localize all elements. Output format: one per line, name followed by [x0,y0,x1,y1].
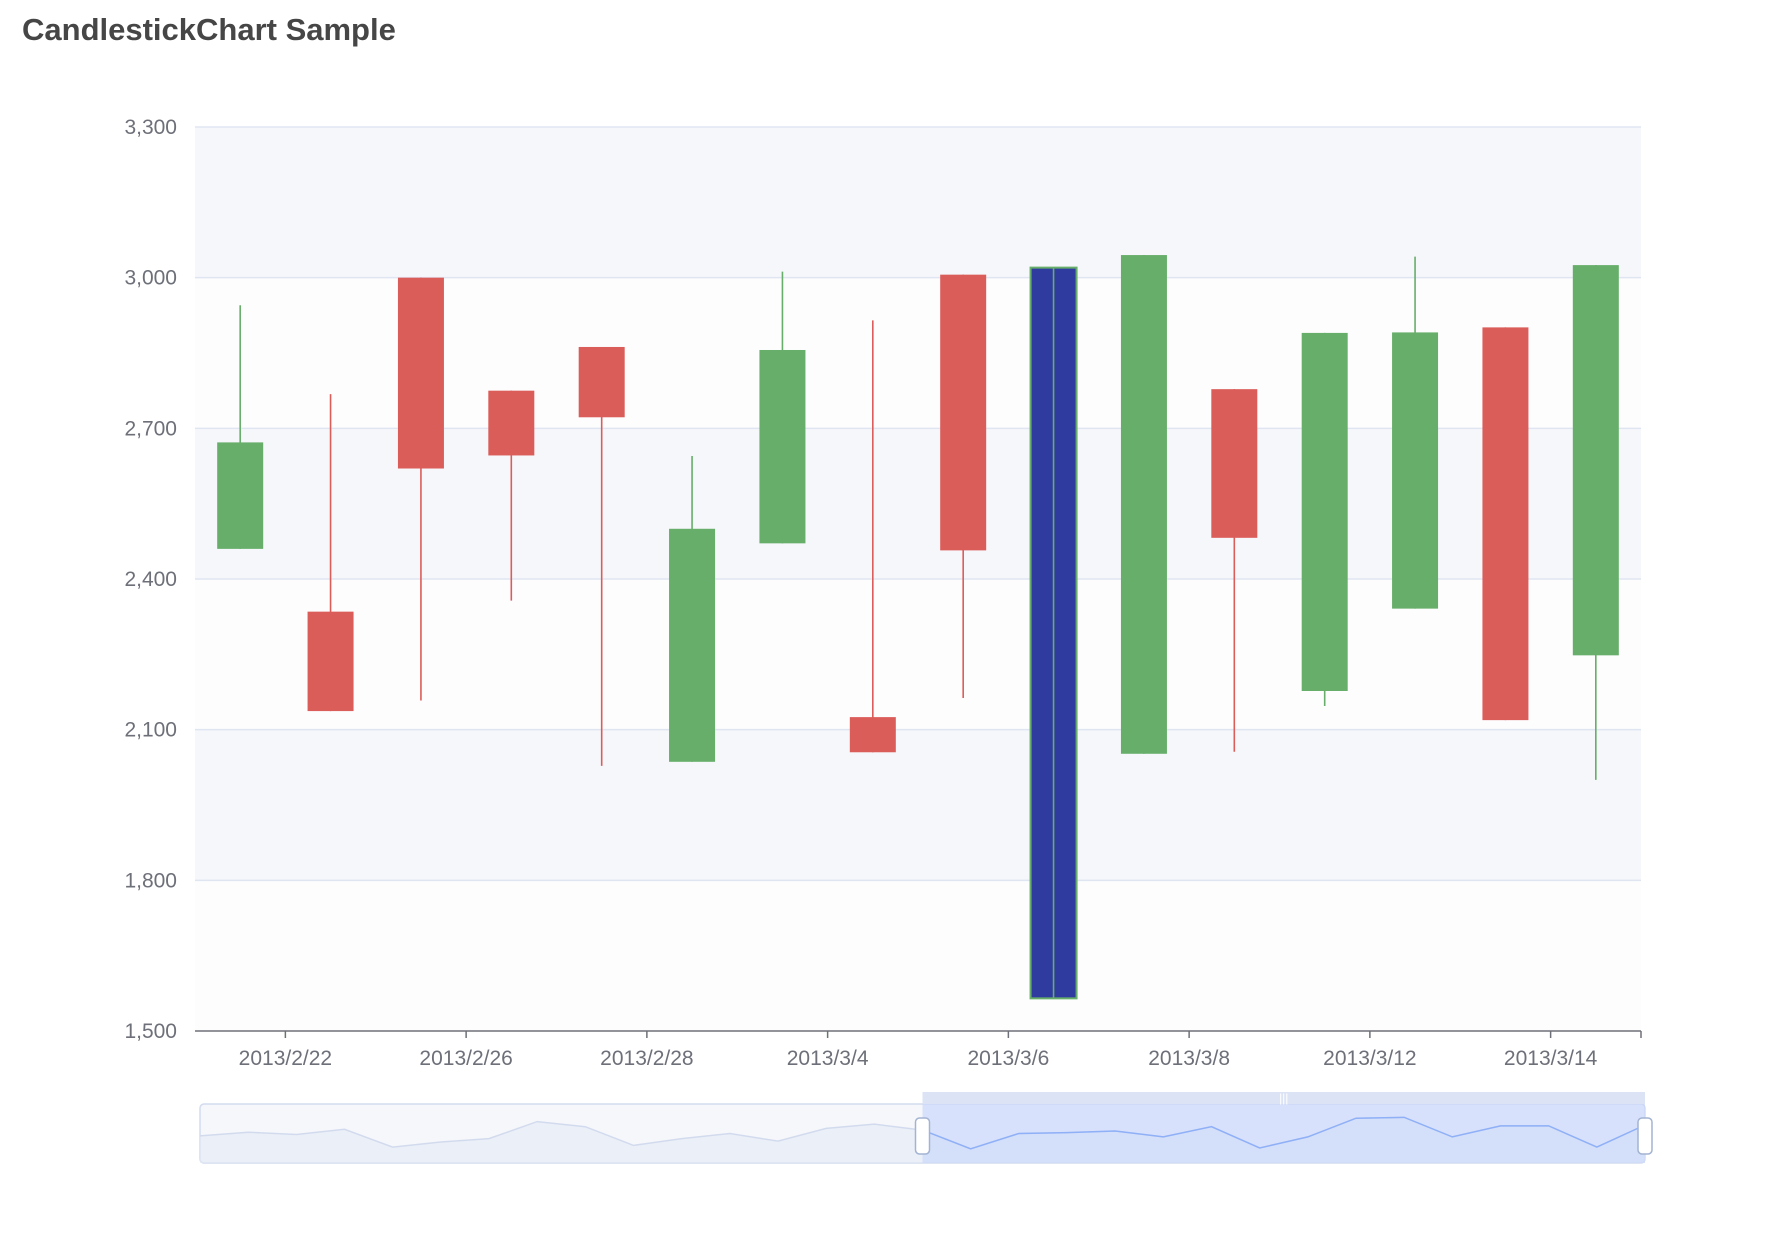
candle [1392,256,1439,609]
candle [1301,332,1348,707]
candle [217,305,264,549]
candle-body [217,442,264,549]
x-tick-label: 2013/3/8 [1148,1047,1230,1070]
zoom-grip-icon: ||| [1279,1091,1288,1105]
candle-body [1572,265,1619,656]
x-axis: 2013/2/22 2013/2/26 2013/2/28 2013/3/4 2013/… [195,1030,1642,1070]
x-tick-label: 2013/2/22 [239,1047,332,1070]
x-tick-label: 2013/3/12 [1323,1047,1416,1070]
candle [759,271,806,544]
candle-body [1301,332,1348,691]
candle-body [307,611,354,712]
y-tick-label: 3,300 [124,116,177,139]
y-tick-label: 1,500 [124,1020,177,1043]
y-tick-label: 3,000 [124,267,177,290]
grid-band [195,127,1641,278]
candle-body [397,277,444,469]
candle-body [1211,389,1258,538]
candle [1482,327,1529,721]
x-tick-label: 2013/3/6 [968,1047,1050,1070]
grid-band [195,880,1641,1031]
candle-series [217,255,1619,1000]
candle [397,277,444,701]
candle-body [669,528,716,762]
chart-title: CandlestickChart Sample [22,12,396,47]
x-tick-label: 2013/3/4 [787,1047,869,1070]
candle-body [488,390,535,456]
x-tick-label: 2013/3/14 [1504,1047,1598,1070]
candle-body [578,346,625,418]
y-tick-label: 2,700 [124,417,177,440]
zoom-start-handle[interactable] [914,1117,931,1155]
candle [1211,389,1258,752]
candle [307,394,354,712]
candle-body [940,274,987,551]
candle-body [1482,327,1529,721]
y-tick-label: 1,800 [124,869,177,892]
y-tick-label: 2,100 [124,719,177,742]
candle [578,346,625,766]
candle [488,390,535,601]
zoom-selected-line [922,1116,1646,1150]
candle-body [1120,255,1167,754]
candle [940,274,987,699]
candle-body [1392,332,1439,609]
x-tick-label: 2013/2/28 [600,1047,693,1070]
zoom-move-handle [922,1092,1645,1104]
candle [849,320,896,753]
y-axis: 1,500 1,800 2,100 2,400 2,700 3,000 3,300 [124,116,177,1043]
candle-body [759,349,806,544]
x-tick-label: 2013/2/26 [419,1047,512,1070]
candle [1120,255,1167,754]
candle [1572,265,1619,780]
candle [669,455,716,762]
candle [1029,266,1078,1000]
grid-band [195,729,1641,881]
zoom-end-handle[interactable] [1637,1117,1653,1155]
candle-body [849,717,896,753]
data-zoom-slider: ||| [199,1091,1653,1164]
y-tick-label: 2,400 [124,568,177,591]
